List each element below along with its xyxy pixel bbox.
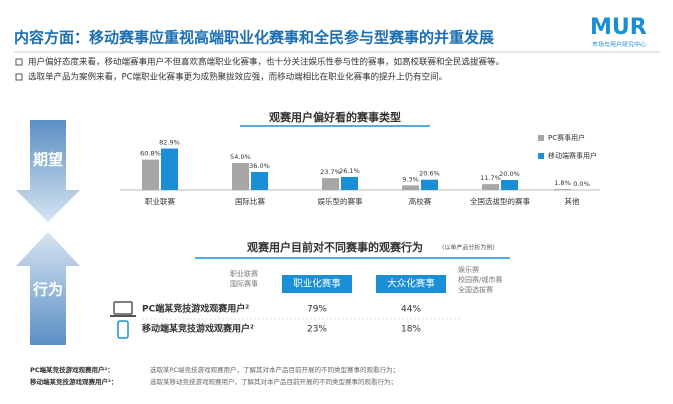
bar bbox=[554, 189, 571, 190]
logo: MUR bbox=[590, 15, 647, 40]
tag: 职业联赛 bbox=[230, 269, 258, 278]
cell: 44% bbox=[401, 305, 421, 315]
bar bbox=[232, 163, 249, 190]
column-header: 大众化赛事 bbox=[387, 278, 435, 290]
row-label: PC端某竞技游戏观赛用户² bbox=[142, 303, 249, 315]
behavior-title: 观赛用户目前对不同赛事的观赛行为 bbox=[247, 240, 423, 254]
bar bbox=[402, 185, 419, 190]
footnote: 选取某PC端竞技游戏观赛用户，了解其对本产品目前开展的不同类型赛事的观看行为； bbox=[150, 365, 399, 374]
data-label: 23.7% bbox=[320, 168, 341, 176]
tag: 全国选拔赛 bbox=[458, 285, 493, 294]
x-tick-label: 职业联赛 bbox=[145, 196, 175, 206]
bar bbox=[482, 184, 499, 190]
data-label: 9.3% bbox=[402, 175, 419, 183]
x-tick-label: 其他 bbox=[565, 196, 580, 206]
x-tick-label: 娱乐型的赛事 bbox=[318, 196, 363, 206]
data-label: 20.6% bbox=[419, 170, 440, 178]
bar bbox=[251, 172, 268, 190]
column-header-bg bbox=[282, 275, 352, 293]
footnote-term: 移动端某竞技游戏观赛用户²： bbox=[30, 377, 117, 386]
footnote: 选取某移动竞技游戏观赛用户，了解其对本产品目前开展的不同类型赛事的观看行为； bbox=[150, 377, 397, 386]
column-header-bg bbox=[376, 275, 446, 293]
row-label: 移动端某竞技游戏观赛用户² bbox=[142, 323, 254, 335]
data-label: 1.8% bbox=[554, 179, 571, 187]
data-label: 20.0% bbox=[499, 170, 520, 178]
bar bbox=[322, 178, 339, 190]
data-label: 60.8% bbox=[140, 150, 161, 158]
tag: 国际赛事 bbox=[230, 279, 258, 288]
logo-sub: 市场与用户研究中心 bbox=[592, 41, 646, 49]
bar bbox=[142, 159, 159, 190]
cell: 79% bbox=[307, 305, 327, 315]
bar bbox=[501, 180, 518, 190]
bullet-box bbox=[15, 73, 23, 81]
chart-title: 观赛用户偏好看的赛事类型 bbox=[269, 110, 401, 124]
bullet: 选取单产品为案例来看，PC端职业化赛事更为成熟聚拢效应强，而移动端相比在职业化赛… bbox=[28, 72, 447, 83]
phone-icon bbox=[117, 320, 129, 339]
legend-swatch bbox=[538, 135, 544, 141]
data-label: 54.0% bbox=[230, 153, 251, 161]
column-header: 职业化赛事 bbox=[293, 278, 341, 290]
arrow-down bbox=[16, 120, 80, 222]
title: 内容方面：移动赛事应重视高端职业化赛事和全民参与型赛事的并重发展 bbox=[14, 29, 494, 47]
data-label: 82.9% bbox=[159, 139, 180, 147]
x-tick-label: 国际比赛 bbox=[235, 196, 265, 206]
bullet-box bbox=[15, 58, 23, 66]
bar bbox=[161, 148, 178, 190]
footnote-term: PC端某竞技游戏观赛用户²： bbox=[30, 365, 114, 374]
x-tick-label: 高校赛 bbox=[409, 196, 432, 206]
x-tick-label: 全国选拔型的赛事 bbox=[470, 196, 530, 206]
arrow-up bbox=[16, 232, 80, 345]
bullet: 用户偏好态度来看，移动端赛事用户不但喜欢高端职业化赛事，也十分关注娱乐性参与性的… bbox=[28, 57, 504, 68]
tag: 校园赛/城市赛 bbox=[458, 275, 502, 284]
expect-label: 期望 bbox=[33, 151, 63, 169]
legend-label: PC赛事用户 bbox=[548, 133, 585, 142]
cell: 23% bbox=[307, 325, 327, 335]
data-label: 11.7% bbox=[480, 174, 501, 182]
behavior-note: (以单产品分析为例) bbox=[442, 244, 495, 252]
data-label: 26.1% bbox=[339, 167, 360, 175]
data-label: 36.0% bbox=[249, 162, 270, 170]
bar bbox=[341, 176, 358, 190]
behavior-label: 行为 bbox=[32, 281, 63, 299]
bar bbox=[421, 179, 438, 190]
legend-label: 移动端赛事用户 bbox=[548, 151, 597, 160]
pc-icon bbox=[113, 301, 133, 315]
cell: 18% bbox=[401, 325, 421, 335]
legend-swatch bbox=[538, 153, 544, 159]
data-label: 0.0% bbox=[573, 180, 590, 188]
tag: 娱乐赛 bbox=[458, 265, 479, 274]
